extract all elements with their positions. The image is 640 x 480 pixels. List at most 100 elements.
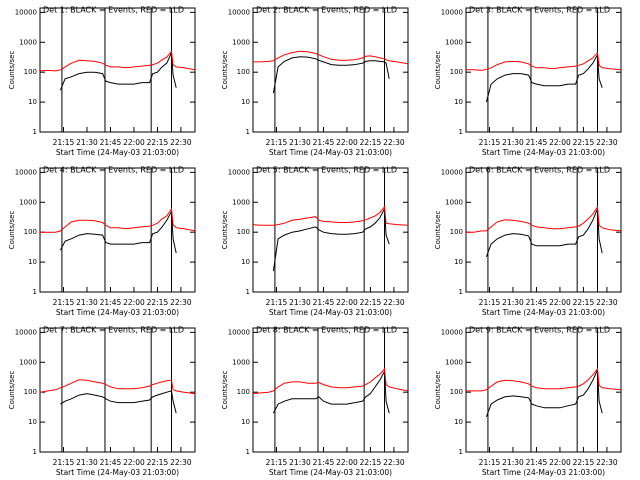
x-tick-label: 21:30 (289, 298, 311, 307)
x-tick-label: 22:30 (170, 458, 192, 467)
x-tick-label: 22:30 (596, 458, 618, 467)
x-tick-label: 22:00 (336, 458, 358, 467)
y-tick-label: 1000 (19, 198, 37, 206)
y-tick-label: 100 (450, 228, 463, 236)
x-tick-label: 21:30 (76, 138, 98, 147)
plot-frame (39, 7, 196, 133)
y-tick-label: 1 (33, 448, 37, 456)
x-tick-label: 22:00 (549, 458, 571, 467)
y-tick-label: 100 (24, 388, 37, 396)
series-line (60, 390, 177, 414)
x-tick-label: 21:15 (266, 138, 288, 147)
series-line (59, 52, 177, 91)
x-tick-label: 22:30 (170, 298, 192, 307)
x-tick-label: 22:15 (573, 458, 595, 467)
x-axis-label: Start Time (24-May-03 21:03:00) (269, 308, 392, 317)
x-tick-label: 22:15 (573, 298, 595, 307)
y-tick-label: 1 (459, 448, 463, 456)
plot-frame (252, 167, 409, 293)
series-line (272, 207, 390, 272)
series-line (39, 379, 196, 395)
plot-frame (465, 327, 622, 453)
chart-title: Det 9: BLACK = Events, RED = LLD (469, 326, 610, 335)
y-tick-label: 1000 (232, 358, 250, 366)
x-tick-label: 22:30 (383, 138, 405, 147)
y-tick-label: 10000 (441, 328, 463, 336)
y-axis-label: Counts/sec (221, 51, 229, 90)
x-tick-label: 22:00 (123, 138, 145, 147)
x-tick-label: 21:45 (313, 298, 335, 307)
x-tick-label: 22:30 (596, 298, 618, 307)
y-tick-label: 10 (454, 98, 463, 106)
panel: Det 8: BLACK = Events, RED = LLD 1 10 100 10… (221, 326, 409, 477)
y-tick-label: 1 (246, 288, 250, 296)
panel: Det 4: BLACK = Events, RED = LLD 1 10 100 10… (8, 166, 196, 317)
x-axis-label: Start Time (24-May-03 21:03:00) (482, 308, 605, 317)
x-axis-label: Start Time (24-May-03 21:03:00) (56, 468, 179, 477)
y-axis-label: Counts/sec (434, 51, 442, 90)
x-tick-label: 21:30 (289, 458, 311, 467)
panel: Det 9: BLACK = Events, RED = LLD 1 10 100 10… (434, 326, 622, 477)
x-tick-label: 22:00 (336, 298, 358, 307)
y-tick-label: 10000 (228, 168, 250, 176)
x-tick-label: 22:15 (573, 138, 595, 147)
x-tick-label: 22:30 (383, 298, 405, 307)
x-tick-label: 21:45 (100, 458, 122, 467)
y-tick-label: 100 (450, 68, 463, 76)
x-tick-label: 22:00 (549, 298, 571, 307)
x-tick-label: 21:45 (526, 298, 548, 307)
y-tick-label: 1000 (445, 358, 463, 366)
x-tick-label: 21:30 (76, 298, 98, 307)
series-line (485, 369, 603, 417)
x-tick-label: 21:30 (76, 458, 98, 467)
series-line (466, 367, 622, 392)
chart-title: Det 3: BLACK = Events, RED = LLD (469, 6, 610, 15)
x-tick-label: 21:15 (53, 458, 75, 467)
chart-title: Det 8: BLACK = Events, RED = LLD (256, 326, 397, 335)
x-tick-label: 21:45 (100, 138, 122, 147)
x-tick-label: 21:15 (266, 298, 288, 307)
y-tick-label: 1000 (445, 198, 463, 206)
y-axis-label: Counts/sec (221, 211, 229, 250)
y-tick-label: 100 (237, 228, 250, 236)
y-axis-label: Counts/sec (221, 371, 229, 410)
x-tick-label: 21:15 (53, 298, 75, 307)
series-line (39, 50, 196, 72)
y-axis-label: Counts/sec (8, 211, 16, 250)
y-tick-label: 10000 (15, 8, 37, 16)
chart-title: Det 7: BLACK = Events, RED = LLD (43, 326, 184, 335)
x-tick-label: 22:00 (123, 458, 145, 467)
x-axis-label: Start Time (24-May-03 21:03:00) (482, 148, 605, 157)
plot-frame (252, 7, 409, 133)
x-tick-label: 22:30 (170, 138, 192, 147)
x-axis-label: Start Time (24-May-03 21:03:00) (482, 468, 605, 477)
x-axis-label: Start Time (24-May-03 21:03:00) (269, 468, 392, 477)
y-tick-label: 1000 (232, 38, 250, 46)
panel: Det 1: BLACK = Events, RED = LLD 1 10 100 10… (8, 6, 196, 157)
y-axis-label: Counts/sec (434, 211, 442, 250)
y-tick-label: 10 (28, 258, 37, 266)
x-axis-label: Start Time (24-May-03 21:03:00) (56, 308, 179, 317)
x-tick-label: 21:15 (53, 138, 75, 147)
series-line (466, 205, 622, 233)
y-tick-label: 1 (459, 288, 463, 296)
series-line (59, 209, 177, 254)
x-tick-label: 22:30 (596, 138, 618, 147)
series-line (272, 56, 390, 94)
y-tick-label: 1000 (445, 38, 463, 46)
chart-title: Det 2: BLACK = Events, RED = LLD (256, 6, 397, 15)
y-tick-label: 1 (246, 448, 250, 456)
y-axis-label: Counts/sec (8, 51, 16, 90)
plot-frame (252, 327, 409, 453)
x-tick-label: 21:30 (502, 138, 524, 147)
y-tick-label: 1 (33, 128, 37, 136)
y-tick-label: 10 (454, 258, 463, 266)
panel: Det 5: BLACK = Events, RED = LLD 1 10 100 10… (221, 166, 409, 317)
y-tick-label: 100 (237, 388, 250, 396)
x-tick-label: 22:15 (360, 298, 382, 307)
panel: Det 2: BLACK = Events, RED = LLD 1 10 100 10… (221, 6, 409, 157)
y-tick-label: 1000 (232, 198, 250, 206)
x-axis-label: Start Time (24-May-03 21:03:00) (269, 148, 392, 157)
x-tick-label: 21:45 (313, 138, 335, 147)
